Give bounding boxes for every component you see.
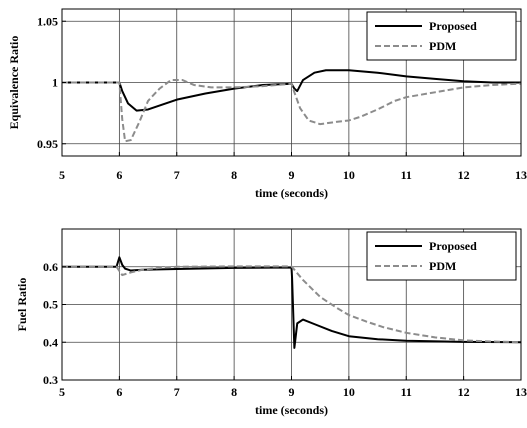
chart2-ytick-label: 0.3 [43, 373, 58, 387]
chart1-legend-label-pdm: PDM [429, 39, 456, 53]
chart2-x-axis-label: time (seconds) [255, 403, 328, 417]
chart2-xtick-label: 9 [289, 385, 295, 399]
chart2-group: 5 6 7 8 9 10 11 12 13 0.3 0.4 0.5 0.6 time (seconds) F… [15, 228, 527, 417]
chart1-xtick-label: 11 [401, 168, 412, 182]
chart1-xtick-label: 8 [231, 168, 237, 182]
chart2-legend-label-pdm: PDM [429, 259, 456, 273]
chart2-series-line-pdm [62, 265, 522, 344]
chart2-ytick-label: 0.6 [43, 260, 58, 274]
chart2-y-axis-label: Fuel Ratio [15, 278, 29, 332]
chart2-xtick-label: 13 [515, 385, 527, 399]
chart1-series-line-proposed [62, 69, 521, 112]
chart2-legend: Proposed PDM [366, 231, 517, 281]
chart2-xtick-label: 8 [231, 385, 237, 399]
chart1-xtick-label: 7 [174, 168, 180, 182]
chart1-legend-box [366, 11, 517, 61]
chart1-xtick-label: 13 [515, 168, 527, 182]
chart1-xtick-label: 12 [458, 168, 470, 182]
chart2-xtick-label: 10 [343, 385, 355, 399]
chart1-ytick-label: 1 [52, 76, 58, 90]
chart1-group: 5 6 7 8 9 10 11 12 13 0.95 1 1.05 time (seconds) Equi… [7, 8, 527, 200]
chart2-xtick-label: 11 [401, 385, 412, 399]
chart1-x-axis-label: time (seconds) [255, 186, 328, 200]
chart1-legend-label-proposed: Proposed [429, 19, 477, 33]
chart1-ytick-label: 1.05 [37, 14, 58, 28]
chart2-series-line-proposed [62, 256, 522, 349]
chart2-ytick-label: 0.5 [43, 298, 58, 312]
chart1-series-line-pdm [62, 79, 522, 143]
chart2-ytick-label: 0.4 [43, 335, 58, 349]
chart1-xtick-label: 10 [343, 168, 355, 182]
chart1-legend: Proposed PDM [366, 11, 517, 61]
chart1-ytick-label: 0.95 [37, 137, 58, 151]
chart1-xtick-label: 9 [289, 168, 295, 182]
chart2-legend-label-proposed: Proposed [429, 239, 477, 253]
chart1-y-axis-label: Equivalence Ratio [7, 36, 21, 130]
chart2-xtick-label: 12 [458, 385, 470, 399]
chart1-xtick-label: 5 [59, 168, 65, 182]
chart2-xtick-label: 7 [174, 385, 180, 399]
chart2-legend-box [366, 231, 517, 281]
chart2-xtick-label: 5 [59, 385, 65, 399]
chart1-xtick-label: 6 [116, 168, 122, 182]
chart2-xtick-label: 6 [116, 385, 122, 399]
